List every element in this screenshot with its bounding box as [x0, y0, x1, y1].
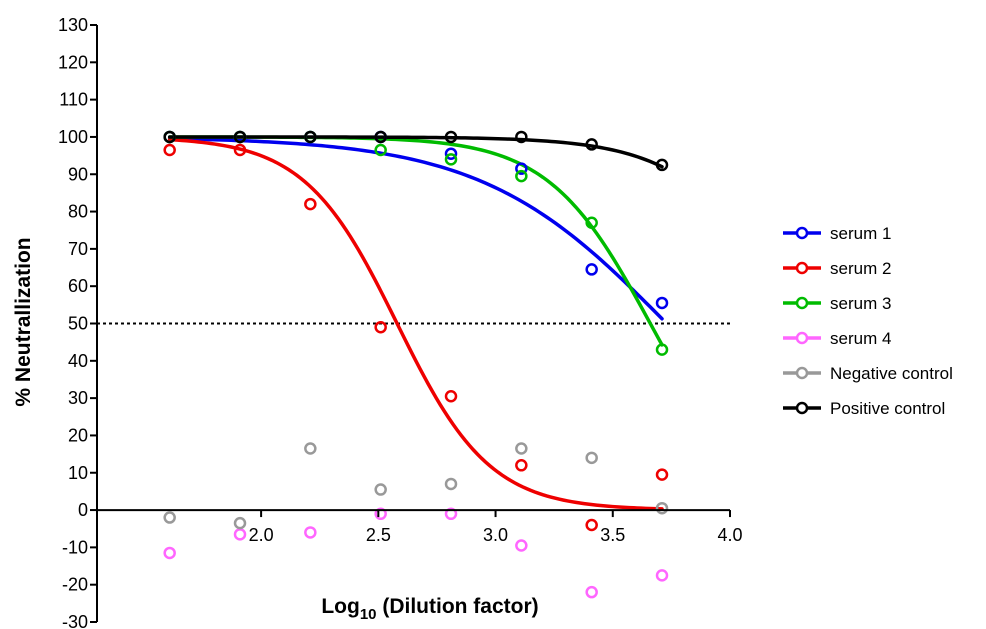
- data-point-serum-3: [655, 343, 669, 356]
- data-point-serum-1: [585, 263, 598, 276]
- legend-label: Negative control: [830, 364, 953, 383]
- data-point-serum-2: [304, 197, 317, 211]
- data-point-negative-control: [655, 501, 669, 515]
- data-point-serum-2: [374, 320, 387, 334]
- data-point-negative-control: [163, 511, 176, 524]
- legend-label: serum 3: [830, 294, 891, 313]
- data-point-serum-2: [444, 390, 458, 403]
- y-axis-title: % Neutrallization: [12, 237, 35, 406]
- y-tick-label: 60: [68, 276, 88, 296]
- data-point-serum-4: [515, 539, 528, 552]
- data-point-serum-1: [515, 162, 528, 175]
- data-point-serum-2: [233, 143, 247, 157]
- axes: -30 -20 -10 0 10 20 30 40 50 60 70 80 90 100 110 120 130…: [58, 15, 743, 629]
- legend-swatch-marker: [795, 226, 809, 240]
- legend-swatch-marker: [795, 331, 809, 345]
- data-point-negative-control: [585, 451, 598, 465]
- x-tick-label: 4.0: [717, 525, 742, 545]
- data-point-serum-4: [374, 507, 387, 521]
- data-point-negative-control: [304, 442, 317, 455]
- legend-label: serum 4: [830, 329, 891, 348]
- legend-label: serum 2: [830, 259, 891, 278]
- x-tick-label: 3.0: [483, 525, 508, 545]
- data-point-negative-control: [444, 477, 458, 491]
- fit-curves: [167, 135, 664, 511]
- data-point-serum-1: [655, 296, 669, 310]
- x-axis-title-main: Log: [321, 595, 359, 618]
- legend: serum 1 serum 2 serum 3 serum 4 Negative con…: [783, 224, 953, 418]
- data-point-negative-control: [515, 442, 528, 455]
- y-tick-label: -10: [62, 537, 88, 557]
- data-point-positive-control: [374, 130, 387, 144]
- y-tick-label: 40: [68, 351, 88, 371]
- data-points: [163, 130, 669, 599]
- x-axis-title-rest: (Dilution factor): [377, 595, 539, 618]
- data-point-serum-2: [655, 468, 669, 481]
- x-tick-label: 2.0: [249, 525, 274, 545]
- legend-swatch-marker: [795, 296, 809, 310]
- data-point-serum-3: [515, 169, 528, 183]
- y-tick-label: 120: [58, 52, 88, 72]
- legend-swatch-marker: [795, 261, 809, 275]
- y-tick-label: 30: [68, 388, 88, 408]
- data-point-serum-3: [374, 143, 387, 157]
- data-point-serum-2: [163, 143, 176, 157]
- legend-swatch-marker: [795, 366, 809, 380]
- y-tick-label: 130: [58, 15, 88, 35]
- legend-label: serum 1: [830, 224, 891, 243]
- data-point-serum-3: [585, 216, 598, 230]
- y-tick-label: 100: [58, 127, 88, 147]
- data-point-positive-control: [163, 130, 176, 144]
- x-axis-title-subscript: 10: [360, 606, 377, 623]
- data-point-serum-4: [655, 569, 669, 582]
- y-tick-label: 50: [68, 314, 88, 334]
- fit-curve-serum-3: [167, 135, 664, 347]
- fit-curve-positive-control: [167, 135, 664, 169]
- data-point-positive-control: [444, 130, 458, 144]
- data-point-positive-control: [655, 158, 669, 172]
- data-point-positive-control: [304, 130, 317, 144]
- data-point-serum-1: [444, 147, 458, 160]
- data-point-serum-4: [444, 507, 458, 521]
- data-point-negative-control: [233, 516, 247, 530]
- data-point-serum-4: [585, 585, 598, 599]
- x-axis-title: Log10 (Dilution factor): [321, 595, 538, 623]
- y-tick-label: 20: [68, 425, 88, 445]
- x-tick-label: 2.5: [366, 525, 391, 545]
- data-point-positive-control: [515, 130, 528, 144]
- y-tick-label: 110: [59, 90, 88, 110]
- data-point-serum-4: [304, 526, 317, 539]
- data-point-positive-control: [585, 138, 598, 151]
- legend-label: Positive control: [830, 399, 945, 418]
- fit-curve-serum-1: [167, 136, 664, 321]
- data-point-serum-3: [444, 153, 458, 166]
- y-tick-label: -30: [62, 612, 88, 629]
- data-point-serum-4: [163, 546, 176, 560]
- y-tick-label: 70: [68, 239, 88, 259]
- y-tick-label: -20: [62, 575, 88, 595]
- data-point-serum-2: [515, 459, 528, 472]
- y-tick-label: 80: [68, 202, 88, 222]
- data-point-serum-4: [233, 528, 247, 541]
- x-tick-label: 3.5: [600, 525, 625, 545]
- data-point-negative-control: [374, 483, 387, 496]
- data-point-serum-2: [585, 518, 598, 532]
- y-tick-label: 0: [78, 500, 88, 520]
- data-point-positive-control: [233, 130, 247, 144]
- y-tick-label: 90: [68, 164, 88, 184]
- y-tick-label: 10: [68, 463, 88, 483]
- legend-swatch-marker: [795, 401, 809, 415]
- fit-curve-serum-2: [167, 137, 664, 511]
